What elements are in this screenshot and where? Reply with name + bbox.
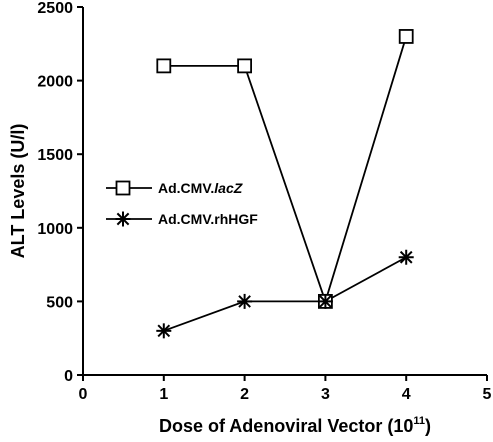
- legend-marker-2: [115, 211, 131, 227]
- y-tick-label: 0: [64, 368, 73, 385]
- legend-label-1: Ad.CMV.lacZ: [158, 180, 243, 196]
- series-line-1: [163, 36, 408, 305]
- series-1-point: [237, 58, 253, 74]
- legend-label-italic: lacZ: [214, 180, 242, 196]
- series-2-point: [398, 249, 414, 265]
- y-tick-label: 500: [46, 294, 73, 311]
- y-axis-title: ALT Levels (U/l): [8, 124, 28, 259]
- y-tick-label: 1500: [37, 147, 73, 164]
- series-2-point: [156, 323, 172, 339]
- x-tick-label: 5: [483, 386, 492, 403]
- x-tick-label: 2: [240, 386, 249, 403]
- legend-label-text: Ad.CMV.: [158, 180, 214, 196]
- series-2-point: [237, 293, 253, 309]
- series-1-point: [156, 58, 172, 74]
- x-axis-title: Dose of Adenoviral Vector (1011): [159, 415, 431, 436]
- legend-label-2: Ad.CMV.rhHGF: [158, 211, 258, 227]
- series-2-point: [317, 293, 333, 309]
- x-axis-title-superscript: 11: [413, 415, 425, 427]
- x-tick-label: 1: [159, 386, 168, 403]
- series-1-point: [398, 29, 414, 44]
- x-tick-label: 4: [402, 386, 411, 403]
- y-tick-label: 2000: [37, 74, 73, 91]
- x-axis-title-main: Dose of Adenoviral Vector (10: [159, 416, 413, 436]
- series-line-2: [163, 256, 407, 332]
- x-tick-label: 0: [79, 386, 88, 403]
- y-tick-label: 2500: [37, 0, 73, 17]
- x-tick-label: 3: [321, 386, 330, 403]
- x-axis-title-close: ): [425, 416, 431, 436]
- legend-label-text: Ad.CMV.rhHGF: [158, 211, 258, 227]
- legend-marker-1: [115, 180, 131, 196]
- y-tick-label: 1000: [37, 221, 73, 238]
